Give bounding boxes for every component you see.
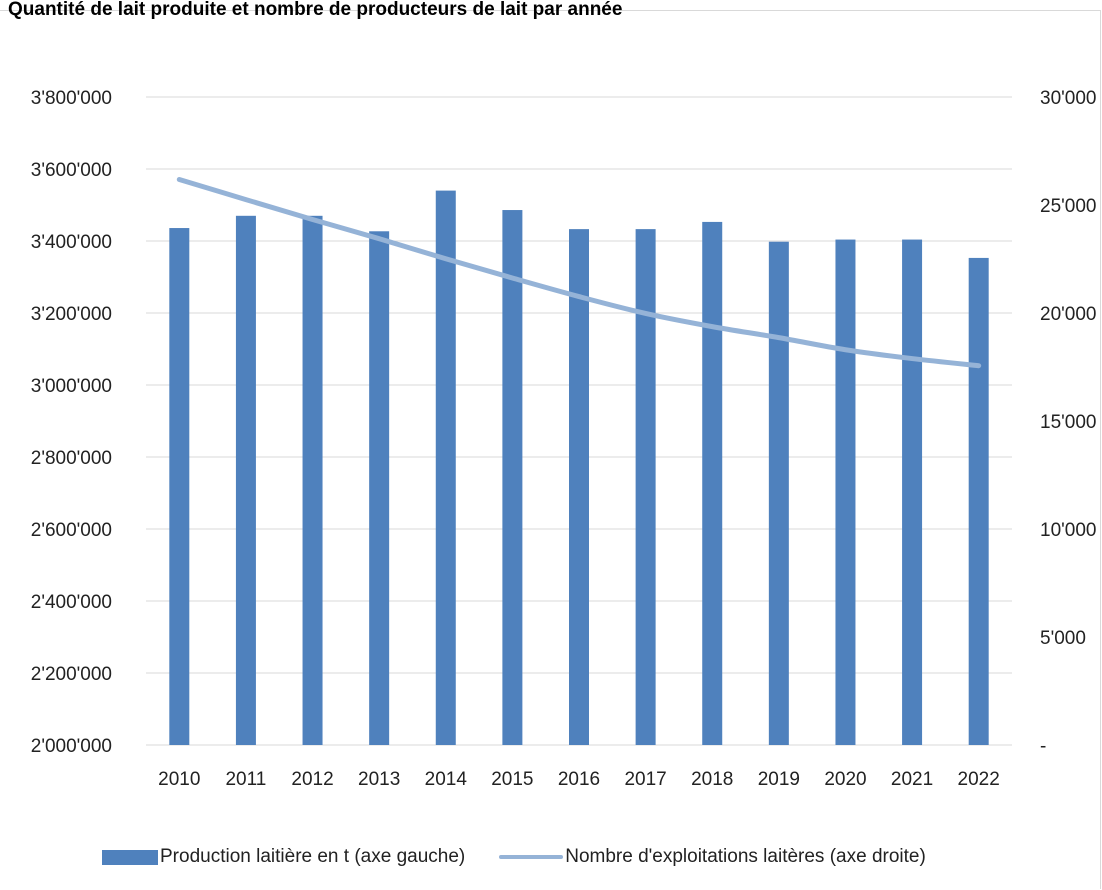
x-tick-label: 2015 <box>491 769 533 790</box>
y-left-tick-label: 3'200'000 <box>31 304 112 325</box>
line-point <box>178 179 180 181</box>
x-tick-label: 2010 <box>158 769 200 790</box>
legend-label-production: Production laitière en t (axe gauche) <box>160 846 466 867</box>
x-tick-label: 2012 <box>291 769 333 790</box>
line-point <box>578 296 580 298</box>
x-tick-label: 2016 <box>558 769 600 790</box>
line-point <box>511 277 513 279</box>
bar <box>169 228 190 746</box>
y-right-tick-label: 5'000 <box>1040 628 1086 649</box>
y-right-tick-label: - <box>1040 736 1046 757</box>
y-right-tick-label: 15'000 <box>1040 412 1096 433</box>
x-tick-label: 2011 <box>225 769 266 790</box>
line-point <box>778 337 780 339</box>
x-tick-label: 2020 <box>824 769 866 790</box>
bar <box>702 221 723 746</box>
y-right-tick-label: 10'000 <box>1040 520 1096 541</box>
legend: Production laitière en t (axe gauche) No… <box>102 846 926 868</box>
legend-item-exploitations: Nombre d'exploitations laitères (axe dro… <box>499 846 926 868</box>
bar <box>369 231 390 745</box>
line-point <box>911 358 913 360</box>
x-tick-label: 2014 <box>425 769 468 790</box>
line-point <box>445 258 447 260</box>
y-left-tick-label: 3'000'000 <box>31 376 112 397</box>
bar <box>768 241 789 745</box>
line-point <box>645 312 647 314</box>
y-left-tick-label: 3'800'000 <box>31 88 112 109</box>
y-left-tick-label: 3'400'000 <box>31 232 112 253</box>
legend-item-production: Production laitière en t (axe gauche) <box>102 846 465 868</box>
chart-title: Quantité de lait produite et nombre de p… <box>8 0 623 20</box>
y-right-tick-label: 30'000 <box>1040 88 1096 109</box>
x-tick-label: 2022 <box>958 769 1000 790</box>
y-left-tick-label: 2'000'000 <box>31 736 112 757</box>
legend-swatch-line <box>499 855 564 859</box>
y-left-tick-label: 3'600'000 <box>31 160 112 181</box>
x-tick-label: 2017 <box>624 769 666 790</box>
line-point <box>378 238 380 240</box>
bar <box>635 229 656 745</box>
bar <box>435 190 456 746</box>
y-left-tick-label: 2'200'000 <box>31 664 112 685</box>
line-point <box>844 349 846 351</box>
y-left-tick-label: 2'400'000 <box>31 592 112 613</box>
bar <box>902 239 923 745</box>
line-point <box>312 218 314 220</box>
x-tick-label: 2013 <box>358 769 400 790</box>
bar <box>569 229 589 745</box>
bar <box>835 239 856 745</box>
legend-swatch-bar <box>102 849 158 865</box>
line-point <box>245 199 247 201</box>
bar <box>968 257 989 745</box>
y-left-tick-label: 2'800'000 <box>31 448 112 469</box>
y-left-tick-label: 2'600'000 <box>31 520 112 541</box>
y-right-tick-label: 25'000 <box>1040 196 1096 217</box>
legend-label-exploitations: Nombre d'exploitations laitères (axe dro… <box>565 846 926 867</box>
line-point <box>978 365 980 367</box>
bar <box>235 215 256 746</box>
y-right-tick-label: 20'000 <box>1040 304 1096 325</box>
x-tick-label: 2019 <box>758 769 800 790</box>
bar <box>302 215 323 746</box>
x-tick-label: 2021 <box>891 769 933 790</box>
bar <box>502 210 523 746</box>
x-tick-label: 2018 <box>691 769 733 790</box>
line-point <box>711 326 713 328</box>
